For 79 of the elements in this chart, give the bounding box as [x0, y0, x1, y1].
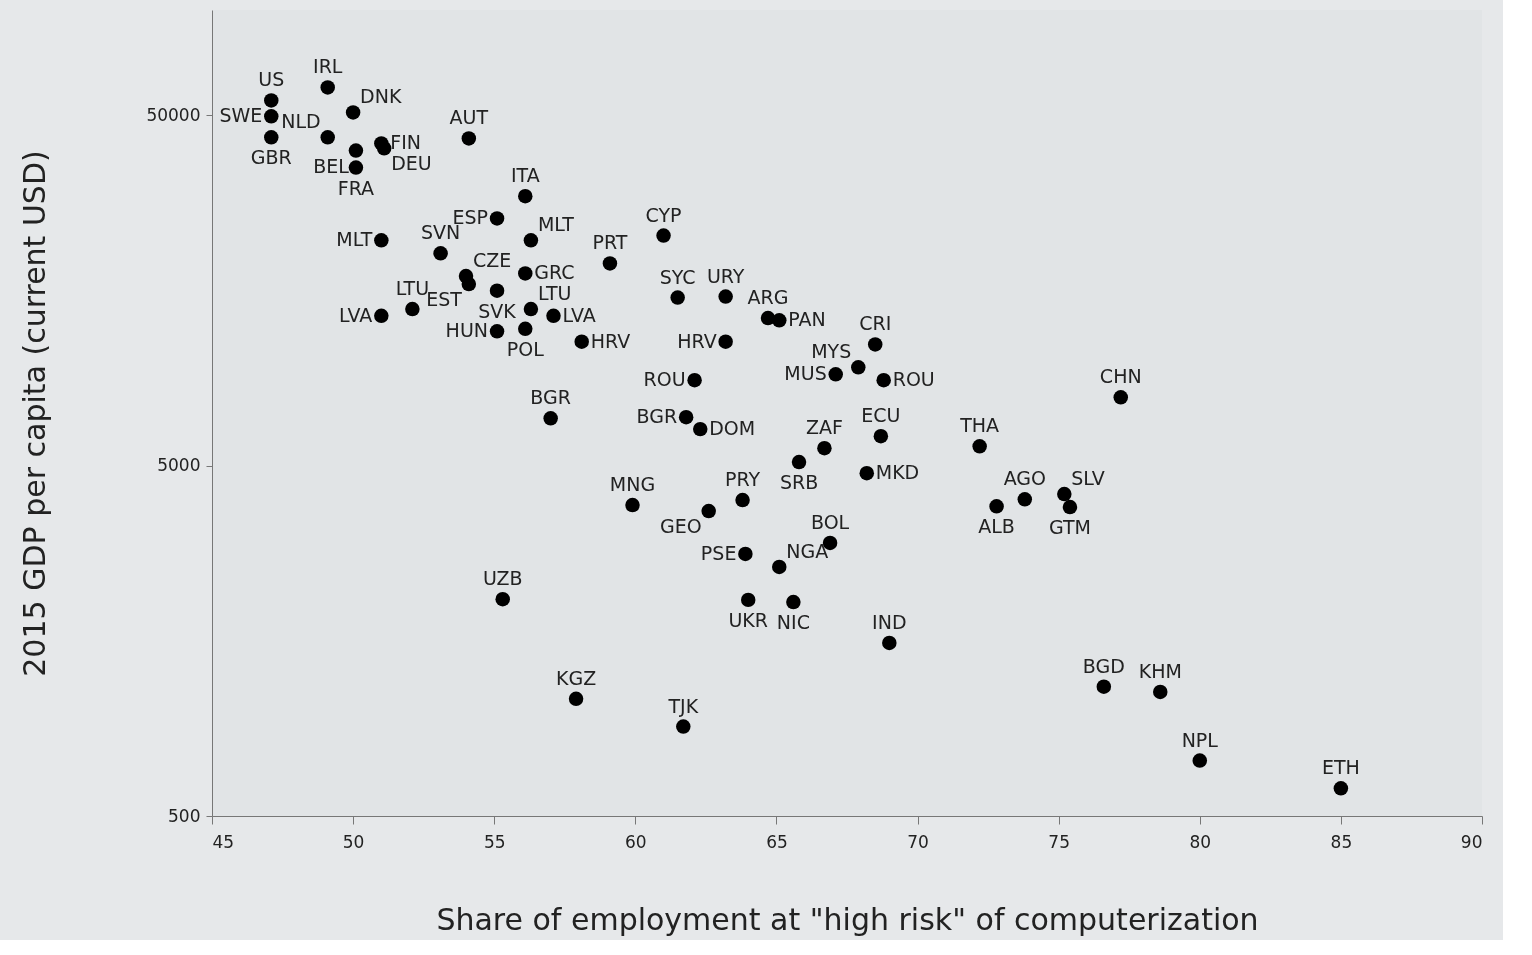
annotation: MLT	[537, 213, 575, 236]
annotation: SVK	[478, 299, 517, 322]
annotation: URY	[706, 264, 745, 287]
annotation: NGA	[786, 539, 829, 562]
annotation: SYC	[659, 265, 696, 288]
annotation: MLT	[336, 228, 373, 251]
annotation: NLD	[281, 110, 321, 133]
annotation: DEU	[391, 152, 432, 175]
annotation: ALB	[978, 515, 1015, 538]
x-tick-label: 65	[766, 831, 788, 852]
annotation: TJK	[667, 694, 699, 717]
x-tick-label: 55	[483, 831, 506, 852]
y-axis-title: 2015 GDP per capita (current USD)	[17, 150, 53, 677]
x-tick-label: 50	[342, 831, 365, 852]
annotation: ZAF	[805, 416, 843, 439]
annotation: LVA	[562, 303, 596, 326]
annotation: BOL	[810, 510, 850, 533]
y-tick-label: 5000	[157, 455, 201, 476]
annotation: ITA	[510, 164, 540, 187]
x-tick-label: 60	[625, 831, 647, 852]
annotation: CZE	[473, 249, 512, 272]
annotation: KHM	[1138, 659, 1182, 682]
annotation: HRV	[677, 329, 717, 352]
annotation: GEO	[660, 515, 702, 538]
annotation: MKD	[875, 461, 920, 484]
annotation: AGO	[1003, 467, 1046, 490]
annotation: ROU	[643, 368, 686, 391]
annotation: THA	[959, 414, 1000, 437]
annotation: MNG	[609, 473, 656, 496]
annotation: PRT	[592, 231, 628, 254]
annotation: BGR	[530, 386, 571, 409]
annotation: KGZ	[555, 666, 597, 689]
annotation: POL	[506, 337, 545, 360]
annotation: BGD	[1082, 654, 1125, 677]
x-tick-label: 45	[212, 831, 235, 852]
annotation: HUN	[445, 319, 489, 342]
x-tick-label: 75	[1048, 831, 1070, 852]
annotation: BGR	[636, 405, 678, 428]
annotation: HRV	[590, 329, 631, 352]
annotation: FRA	[337, 176, 375, 199]
annotation: SWE	[219, 104, 263, 127]
annotation: ECU	[861, 404, 901, 427]
x-tick-label: 85	[1330, 831, 1353, 852]
annotation: FIN	[390, 131, 422, 154]
annotation: ARG	[747, 286, 789, 309]
x-tick-label: 70	[907, 831, 929, 852]
annotation: LVA	[339, 303, 373, 326]
annotation: LTU	[537, 282, 572, 305]
annotation: GBR	[250, 146, 292, 169]
annotation: DOM	[709, 417, 756, 440]
annotation: ROU	[892, 368, 935, 391]
x-tick-label: 90	[1460, 831, 1483, 852]
annotation: US	[258, 68, 285, 91]
annotation: CYP	[645, 203, 682, 226]
annotation: CHN	[1099, 365, 1142, 388]
annotation: NPL	[1181, 728, 1219, 751]
annotation: GTM	[1048, 516, 1091, 539]
annotation: NIC	[776, 611, 810, 634]
annotation: AUT	[449, 106, 489, 129]
annotation: IND	[872, 610, 907, 633]
annotation: BEL	[313, 154, 350, 177]
annotation: GRC	[534, 261, 575, 284]
x-axis-title: Share of employment at "high risk" of computerization	[436, 901, 1259, 937]
annotation: IRL	[313, 55, 343, 78]
annotation: PAN	[788, 308, 826, 331]
annotation: UKR	[728, 608, 769, 631]
annotation: ETH	[1321, 756, 1360, 779]
x-tick-label: 80	[1189, 831, 1212, 852]
annotation: SLV	[1071, 467, 1105, 490]
annotation: DNK	[360, 85, 402, 108]
y-tick-label: 500	[168, 805, 201, 826]
annotation: MYS	[811, 340, 852, 363]
annotation: SRB	[779, 471, 819, 494]
annotation: CRI	[859, 312, 892, 335]
annotation: MUS	[784, 362, 827, 385]
annotation: PRY	[725, 468, 761, 491]
annotation: PSE	[700, 541, 737, 564]
y-tick-label: 50000	[146, 104, 201, 125]
annotation: UZB	[482, 567, 523, 590]
